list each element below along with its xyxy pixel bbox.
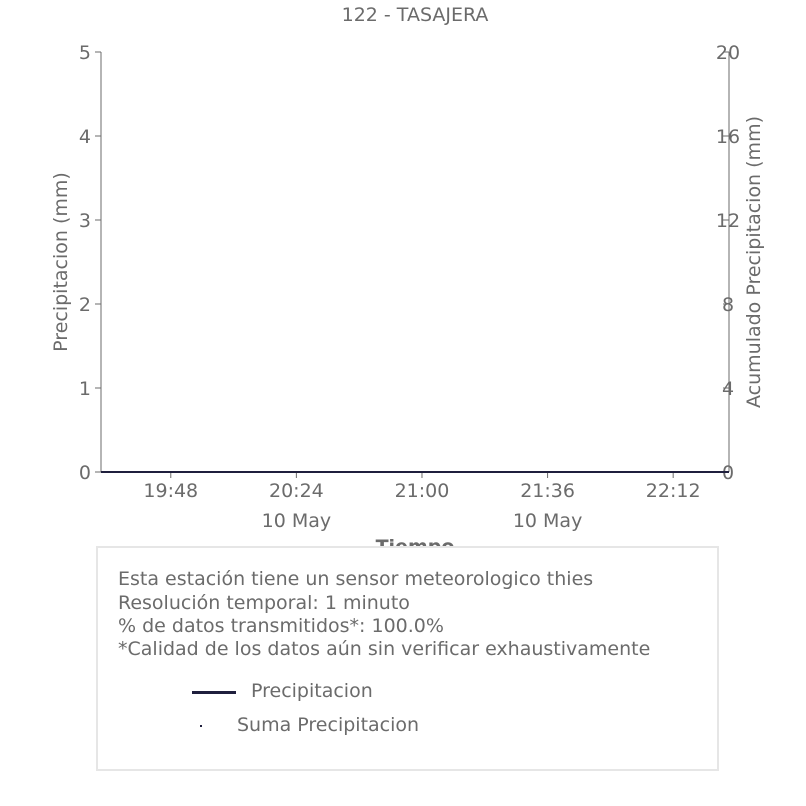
x-tick-label: 22:12 [646,480,701,502]
chart-title: 122 - TASAJERA [342,4,489,26]
info-legend-box: Esta estación tiene un sensor meteorolog… [96,546,719,771]
info-sensor-text: Esta estación tiene un sensor meteorolog… [118,568,594,590]
y-tick-label: 3 [79,210,91,232]
y-tick-label: 0 [79,462,91,484]
chart-axes [100,52,730,473]
info-resolution-text: Resolución temporal: 1 minuto [118,592,410,614]
info-transmitted-text: % de datos transmitidos*: 100.0% [118,615,444,637]
y-tick-label: 4 [79,126,91,148]
legend-line-swatch [192,691,236,694]
x-date-label: 10 May [262,510,332,532]
y-axis-label: Precipitacion (mm) [50,172,72,352]
y2-tick-label: 16 [716,126,740,148]
y2-tick-label: 12 [716,210,740,232]
x-tick-label: 21:36 [520,480,575,502]
y2-tick-label: 4 [722,378,734,400]
legend-label-suma: Suma Precipitacion [237,714,420,736]
y-tick-label: 5 [79,42,91,64]
y-tick-label: 2 [79,294,91,316]
legend-label-precipitacion: Precipitacion [251,680,373,702]
x-tick-label: 21:00 [395,480,450,502]
x-tick-label: 19:48 [143,480,198,502]
y2-axis-label: Acumulado Precipitacion (mm) [743,116,765,408]
y-tick-label: 1 [79,378,91,400]
info-quality-note: *Calidad de los datos aún sin verificar … [118,638,651,660]
x-tick-label: 20:24 [269,480,324,502]
legend-dot-swatch [200,725,202,727]
y2-tick-label: 8 [722,294,734,316]
x-date-label: 10 May [513,510,583,532]
y2-tick-label: 20 [716,42,740,64]
